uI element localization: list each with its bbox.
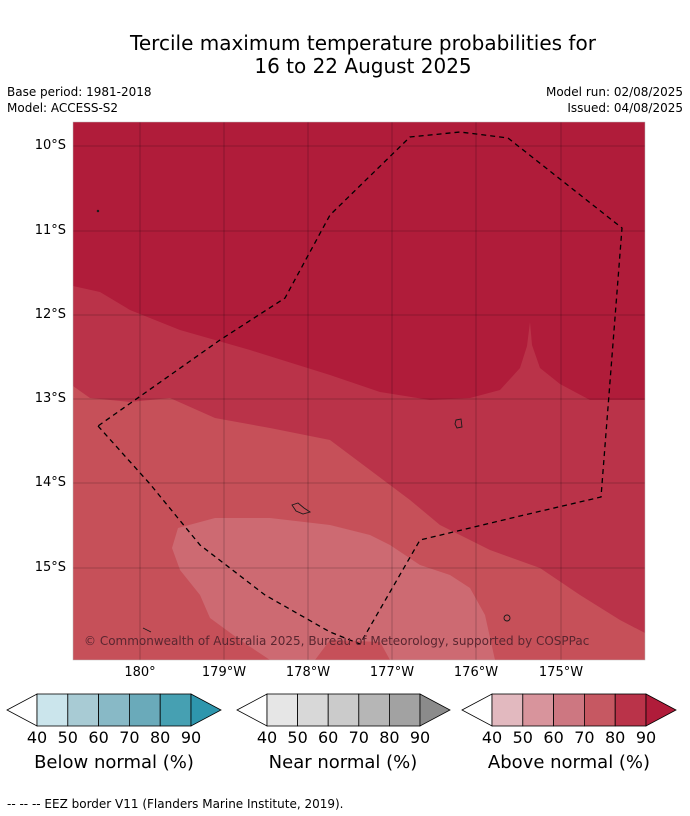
lat-tick-14s: 14°S bbox=[34, 475, 66, 490]
near-tick-label: 90 bbox=[409, 728, 431, 747]
near-bin-3 bbox=[358, 693, 390, 727]
near-extend-high bbox=[419, 693, 451, 727]
above-tick-label: 80 bbox=[605, 728, 626, 747]
below-bin-2 bbox=[98, 693, 130, 727]
graticule bbox=[73, 122, 645, 660]
above-bin-2 bbox=[553, 693, 585, 727]
below-bin-1 bbox=[67, 693, 100, 727]
near-tick-label: 70 bbox=[348, 728, 369, 747]
below-tick-label: 40 bbox=[26, 728, 48, 747]
near-tick-label: 40 bbox=[256, 728, 278, 747]
above-extend-low bbox=[461, 693, 493, 727]
near-bin-1 bbox=[297, 693, 329, 727]
below-tick-label: 80 bbox=[150, 728, 171, 747]
lat-tick-11s: 11°S bbox=[34, 223, 66, 238]
lat-tick-15s: 15°S bbox=[34, 560, 66, 575]
lat-tick-12s: 12°S bbox=[34, 307, 66, 322]
below-bin-0 bbox=[36, 693, 69, 727]
above-normal-label: Above normal (%) bbox=[487, 752, 651, 773]
colorbar-below-normal bbox=[6, 693, 222, 727]
below-tick-label: 70 bbox=[119, 728, 140, 747]
lat-tick-10s: 10°S bbox=[34, 138, 66, 153]
colorbar-above-normal bbox=[461, 693, 677, 727]
near-bin-0 bbox=[266, 693, 299, 727]
above-tick-label: 70 bbox=[574, 728, 595, 747]
lon-tick-180: 180° bbox=[124, 665, 156, 680]
base-period: Base period: 1981-2018 bbox=[7, 85, 152, 99]
model-name: Model: ACCESS-S2 bbox=[7, 101, 119, 115]
near-bin-4 bbox=[388, 693, 421, 727]
eez-footnote: -- -- -- EEZ border V11 (Flanders Marine… bbox=[7, 797, 344, 811]
lat-tick-13s: 13°S bbox=[34, 391, 66, 406]
above-bin-1 bbox=[522, 693, 554, 727]
probability-zone-60 bbox=[172, 518, 495, 660]
above-tick-label: 90 bbox=[635, 728, 657, 747]
eez-border bbox=[97, 131, 623, 645]
model-run: Model run: 02/08/2025 bbox=[545, 85, 683, 99]
above-bin-4 bbox=[614, 693, 647, 727]
above-tick-label: 60 bbox=[543, 728, 564, 747]
near-tick-label: 60 bbox=[318, 728, 339, 747]
islands bbox=[96, 209, 511, 633]
colorbar-near-normal bbox=[236, 693, 451, 727]
below-bin-4 bbox=[159, 693, 192, 727]
above-extend-high bbox=[645, 693, 677, 727]
chart-title-line1: Tercile maximum temperature probabilitie… bbox=[130, 31, 596, 55]
issued-date: Issued: 04/08/2025 bbox=[567, 101, 683, 115]
above-bin-0 bbox=[491, 693, 524, 727]
near-tick-label: 80 bbox=[379, 728, 400, 747]
lon-tick-176w: 176°W bbox=[453, 665, 499, 680]
above-tick-label: 50 bbox=[512, 728, 533, 747]
near-tick-label: 50 bbox=[287, 728, 308, 747]
above-tick-label: 40 bbox=[481, 728, 503, 747]
below-tick-label: 60 bbox=[88, 728, 109, 747]
below-extend-high bbox=[190, 693, 222, 727]
lon-tick-175w: 175°W bbox=[538, 665, 584, 680]
below-tick-label: 50 bbox=[57, 728, 78, 747]
lon-tick-177w: 177°W bbox=[369, 665, 415, 680]
chart-title-line2: 16 to 22 August 2025 bbox=[254, 54, 472, 78]
below-normal-label: Below normal (%) bbox=[34, 752, 194, 773]
near-bin-2 bbox=[327, 693, 360, 727]
above-bin-3 bbox=[584, 693, 616, 727]
lon-tick-178w: 178°W bbox=[285, 665, 331, 680]
below-tick-label: 90 bbox=[180, 728, 202, 747]
near-normal-label: Near normal (%) bbox=[268, 752, 418, 773]
lon-tick-179w: 179°W bbox=[201, 665, 247, 680]
copyright-text: © Commonwealth of Australia 2025, Bureau… bbox=[84, 634, 590, 648]
below-bin-3 bbox=[128, 693, 161, 727]
